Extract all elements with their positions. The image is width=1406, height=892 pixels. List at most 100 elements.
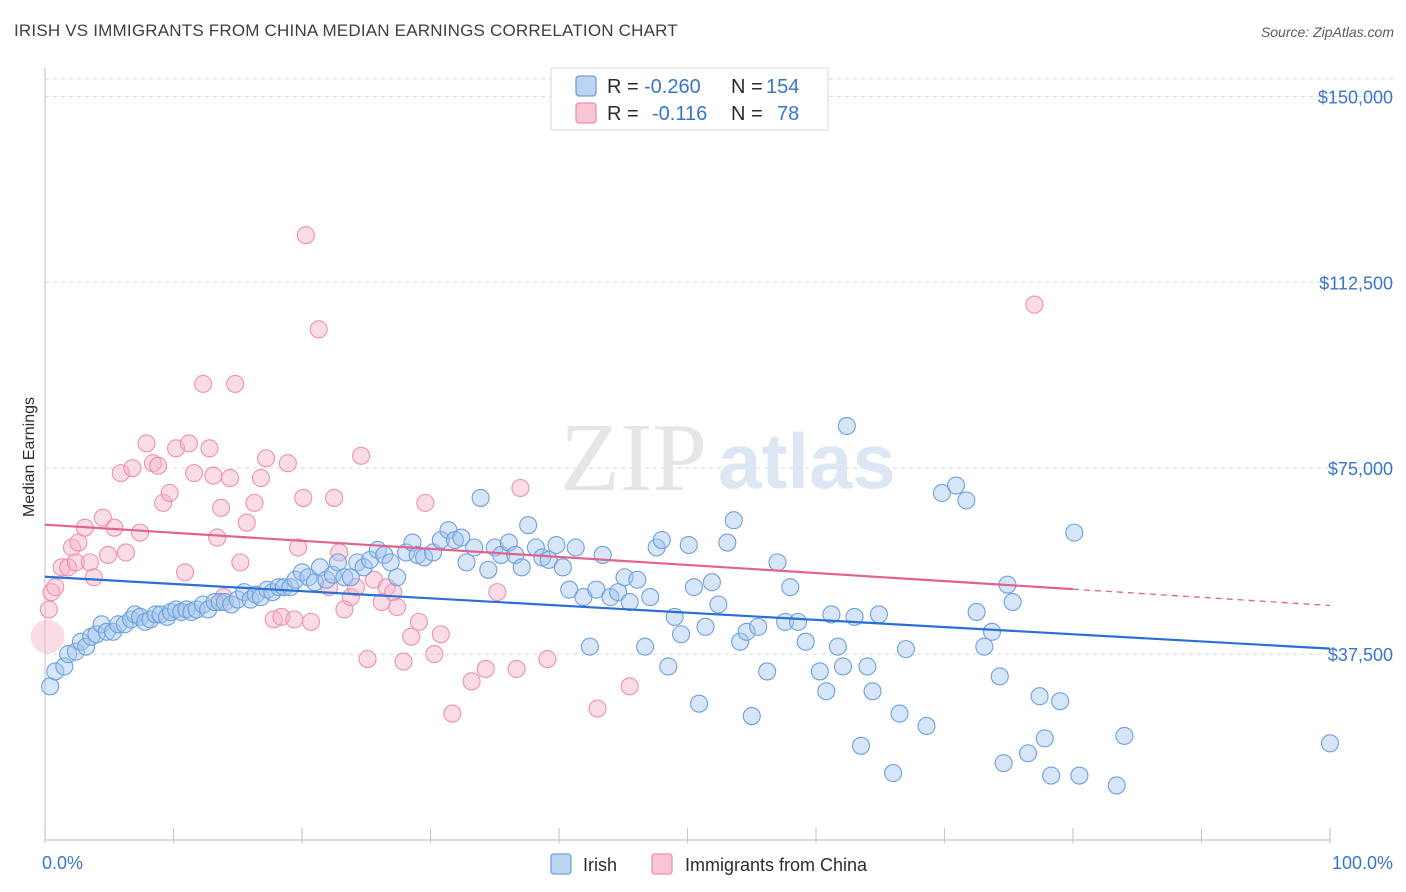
- irish-point: [636, 637, 655, 656]
- china-point: [251, 469, 270, 488]
- irish-point: [718, 533, 737, 552]
- y-tick-label: $37,500: [1328, 645, 1393, 665]
- irish-points: [41, 416, 1340, 795]
- china-point: [231, 553, 250, 572]
- irish-point: [679, 535, 698, 555]
- china-point: [80, 553, 100, 572]
- china-point: [185, 464, 204, 483]
- china-point: [149, 456, 168, 475]
- china-point: [278, 454, 297, 473]
- irish-point: [702, 573, 721, 592]
- irish-point: [709, 595, 728, 614]
- china-point: [309, 320, 328, 339]
- irish-point: [932, 483, 951, 503]
- china-point: [256, 449, 276, 468]
- irish-point: [580, 637, 599, 656]
- china-point: [1025, 295, 1044, 314]
- china-point: [285, 610, 304, 629]
- china-point: [588, 699, 607, 718]
- china-point: [352, 446, 371, 465]
- watermark-zip: ZIP: [560, 404, 707, 512]
- legend-swatch-irish: [575, 75, 597, 97]
- legend-n-value-irish: 154: [766, 76, 799, 98]
- irish-point: [975, 637, 994, 656]
- axes: [44, 68, 1331, 843]
- watermark-atlas: atlas: [718, 417, 896, 505]
- china-point: [226, 374, 245, 393]
- china-point: [358, 649, 377, 669]
- china-point: [160, 483, 179, 503]
- china-point-large: [30, 619, 65, 654]
- irish-point: [833, 657, 853, 676]
- x-tick-label-end: 100.0%: [1332, 853, 1393, 873]
- irish-point: [672, 625, 691, 644]
- x-tick-label-start: 0.0%: [42, 853, 83, 873]
- legend-n-value-china: 78: [777, 103, 799, 125]
- irish-point: [788, 612, 808, 631]
- china-trend-line-extension: [1072, 588, 1331, 607]
- irish-point: [684, 578, 703, 597]
- irish-point: [1070, 766, 1089, 785]
- y-tick-label: $150,000: [1318, 87, 1393, 107]
- china-point: [220, 469, 240, 488]
- irish-trend-line: [44, 575, 1331, 650]
- china-point: [204, 466, 223, 485]
- irish-point: [547, 535, 566, 555]
- china-point: [443, 704, 462, 723]
- irish-point: [354, 558, 373, 577]
- china-point: [46, 578, 65, 597]
- irish-point: [335, 568, 354, 587]
- china-point: [39, 600, 58, 619]
- irish-point: [628, 570, 647, 589]
- china-point: [116, 543, 136, 562]
- irish-point: [553, 558, 572, 577]
- china-point: [84, 568, 103, 587]
- irish-point: [620, 592, 639, 612]
- irish-point: [479, 560, 498, 579]
- bottom-legend-swatch-china: [651, 853, 673, 875]
- irish-point: [457, 553, 476, 572]
- china-point: [301, 612, 321, 631]
- legend-r-label-china: R =: [607, 103, 639, 125]
- china-point: [384, 583, 403, 602]
- china-point: [123, 459, 142, 478]
- chart-title: IRISH VS IMMIGRANTS FROM CHINA MEDIAN EA…: [14, 21, 678, 40]
- irish-point: [167, 600, 186, 619]
- legend-r-value-china: -0.116: [652, 103, 707, 125]
- china-point: [325, 488, 344, 507]
- irish-point: [1003, 592, 1022, 612]
- irish-point: [146, 605, 165, 624]
- y-axis-title: Median Earnings: [21, 397, 38, 517]
- irish-point: [1030, 687, 1049, 706]
- irish-point: [560, 580, 579, 599]
- legend-r-label-irish: R =: [607, 76, 639, 98]
- china-point: [507, 659, 526, 679]
- china-point: [462, 672, 481, 691]
- irish-point: [361, 550, 380, 569]
- irish-point: [1065, 523, 1084, 542]
- irish-point: [177, 600, 196, 619]
- irish-point: [982, 622, 1002, 641]
- irish-point: [1035, 729, 1054, 748]
- irish-point: [587, 580, 606, 599]
- irish-point: [566, 538, 585, 557]
- legend-n-label-irish: N =: [731, 76, 763, 98]
- china-point: [111, 464, 130, 483]
- x-tick-labels: 0.0% 100.0%: [42, 853, 1393, 873]
- china-point: [143, 454, 162, 473]
- y-tick-label: $112,500: [1319, 273, 1393, 293]
- irish-point: [641, 588, 660, 607]
- irish-point: [822, 605, 841, 624]
- irish-point: [742, 707, 761, 726]
- irish-point: [837, 416, 856, 436]
- irish-point: [917, 716, 936, 736]
- china-point: [52, 558, 71, 577]
- china-point: [245, 493, 264, 512]
- legend-n-label-china: N =: [731, 103, 763, 125]
- irish-point: [1018, 744, 1038, 763]
- irish-point: [519, 516, 538, 535]
- china-point: [289, 538, 308, 557]
- irish-point: [967, 602, 986, 621]
- china-point: [237, 513, 256, 532]
